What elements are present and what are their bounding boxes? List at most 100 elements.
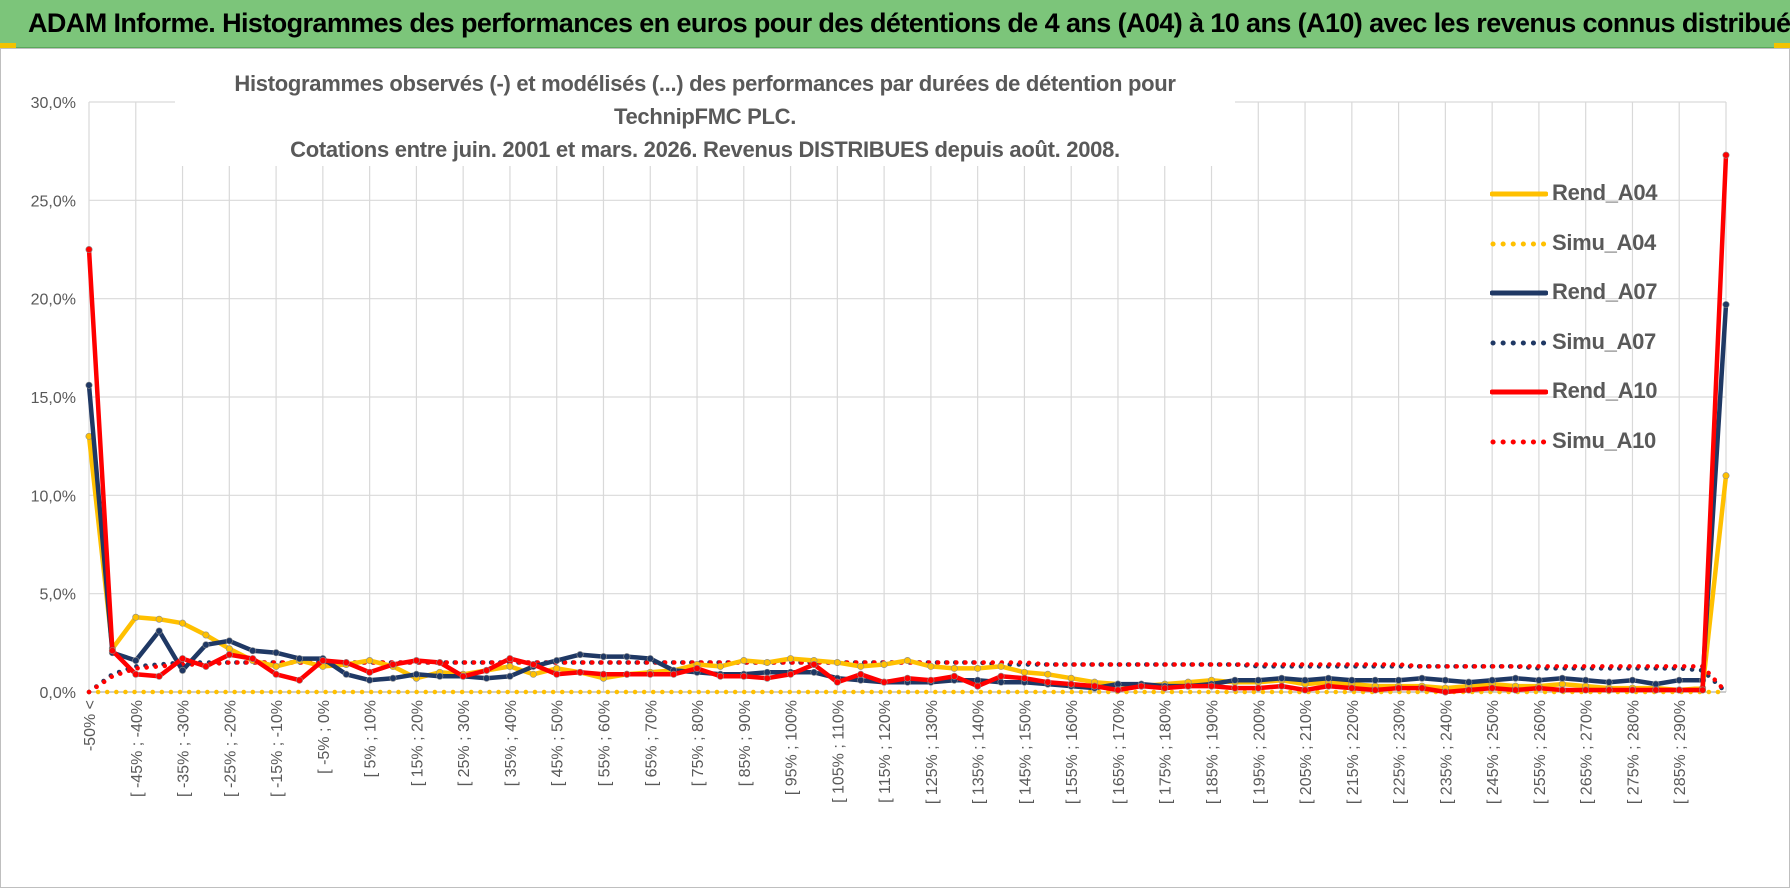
- data-point-rend-a10: [1067, 680, 1075, 688]
- data-point-rend-a10: [529, 660, 537, 668]
- data-point-rend-a07: [342, 670, 350, 678]
- data-point-rend-a10: [810, 660, 818, 668]
- data-point-rend-a04: [787, 655, 795, 663]
- data-point-rend-a10: [599, 670, 607, 678]
- data-point-rend-a10: [553, 670, 561, 678]
- y-tick-label: 5,0%: [40, 587, 76, 604]
- x-tick-label: [ 95% ; 100%: [784, 700, 801, 795]
- data-point-rend-a10: [1488, 684, 1496, 692]
- data-point-rend-a10: [1324, 682, 1332, 690]
- data-point-rend-a10: [1208, 682, 1216, 690]
- data-point-rend-a07: [1512, 674, 1520, 682]
- data-point-rend-a10: [249, 655, 257, 663]
- data-point-rend-a10: [436, 658, 444, 666]
- data-point-rend-a10: [974, 682, 982, 690]
- data-point-rend-a04: [202, 631, 210, 639]
- data-point-rend-a10: [763, 674, 771, 682]
- data-point-rend-a04: [974, 664, 982, 672]
- data-point-rend-a10: [108, 647, 116, 655]
- data-point-rend-a10: [272, 670, 280, 678]
- data-point-rend-a10: [1558, 686, 1566, 694]
- data-point-rend-a04: [179, 619, 187, 627]
- data-point-rend-a10: [506, 655, 514, 663]
- data-point-rend-a04: [997, 662, 1005, 670]
- legend-item-rend-a07[interactable]: Rend_A07: [1490, 277, 1680, 327]
- data-point-rend-a10: [1348, 684, 1356, 692]
- x-tick-label: [ -5% ; 0%: [316, 700, 333, 774]
- data-point-rend-a07: [483, 674, 491, 682]
- x-tick-label: [ 245% ; 250%: [1485, 700, 1502, 804]
- series-rend-a07: [85, 301, 1730, 692]
- data-point-rend-a07: [295, 655, 303, 663]
- x-tick-label: [ 65% ; 70%: [643, 700, 660, 786]
- data-point-rend-a10: [880, 678, 888, 686]
- data-point-rend-a04: [716, 662, 724, 670]
- legend-label-simu-a04: Simu_A04: [1552, 229, 1656, 255]
- x-tick-label: [ -35% ; -30%: [176, 700, 193, 797]
- data-point-rend-a07: [646, 655, 654, 663]
- x-tick-label: [ 125% ; 130%: [924, 700, 941, 804]
- data-point-rend-a07: [179, 666, 187, 674]
- data-point-rend-a10: [319, 657, 327, 665]
- legend-item-simu-a04[interactable]: Simu_A04: [1490, 228, 1680, 278]
- x-tick-label: [ 135% ; 140%: [971, 700, 988, 804]
- x-tick-label: [ 105% ; 110%: [830, 700, 847, 803]
- x-tick-label: [ 75% ; 80%: [690, 700, 707, 786]
- data-point-rend-a07: [1324, 674, 1332, 682]
- legend-item-rend-a04[interactable]: Rend_A04: [1490, 178, 1680, 228]
- x-tick-label: [ -45% ; -40%: [129, 700, 146, 797]
- legend-item-simu-a10[interactable]: Simu_A10: [1490, 426, 1680, 476]
- data-point-rend-a10: [950, 672, 958, 680]
- x-tick-label: [ 165% ; 170%: [1111, 700, 1128, 804]
- x-tick-label: [ 155% ; 160%: [1064, 700, 1081, 804]
- x-tick-label: [ 5% ; 10%: [363, 700, 380, 777]
- data-point-rend-a07: [155, 627, 163, 635]
- corner-accent-left: [0, 43, 16, 48]
- data-point-rend-a04: [225, 645, 233, 653]
- x-tick-label: -50% <: [82, 700, 99, 751]
- data-point-rend-a10: [459, 672, 467, 680]
- data-point-rend-a04: [740, 657, 748, 665]
- legend-item-simu-a07[interactable]: Simu_A07: [1490, 327, 1680, 377]
- data-point-rend-a10: [1184, 682, 1192, 690]
- data-point-rend-a10: [740, 672, 748, 680]
- data-point-rend-a10: [1441, 688, 1449, 696]
- data-point-rend-a10: [997, 672, 1005, 680]
- data-point-rend-a10: [1371, 686, 1379, 694]
- data-point-rend-a10: [646, 670, 654, 678]
- data-point-rend-a07: [1371, 676, 1379, 684]
- data-point-rend-a10: [1278, 682, 1286, 690]
- data-point-rend-a07: [1418, 674, 1426, 682]
- data-point-rend-a04: [857, 662, 865, 670]
- legend-item-rend-a10[interactable]: Rend_A10: [1490, 376, 1680, 426]
- data-point-rend-a07: [553, 657, 561, 665]
- data-point-rend-a07: [1301, 676, 1309, 684]
- data-point-rend-a10: [1675, 686, 1683, 694]
- data-point-rend-a10: [1465, 686, 1473, 694]
- data-point-rend-a07: [1348, 676, 1356, 684]
- data-point-rend-a10: [1582, 686, 1590, 694]
- data-point-rend-a07: [1441, 676, 1449, 684]
- data-point-rend-a07: [974, 676, 982, 684]
- data-point-rend-a04: [763, 658, 771, 666]
- y-axis: 0,0% 5,0% 10,0% 15,0% 20,0% 25,0% 30,0%: [31, 95, 76, 702]
- data-point-rend-a07: [1558, 674, 1566, 682]
- y-tick-label: 15,0%: [31, 390, 76, 407]
- data-point-rend-a07: [1254, 676, 1262, 684]
- data-point-rend-a10: [1091, 682, 1099, 690]
- data-point-rend-a07: [1605, 678, 1613, 686]
- data-point-rend-a07: [1535, 676, 1543, 684]
- data-point-rend-a04: [132, 613, 140, 621]
- data-point-rend-a04: [272, 662, 280, 670]
- data-point-rend-a04: [1067, 674, 1075, 682]
- legend-label-rend-a04: Rend_A04: [1552, 180, 1658, 205]
- x-tick-label: [ 35% ; 40%: [503, 700, 520, 786]
- chart-title-line-1: Histogrammes observés (-) et modélisés (…: [234, 71, 1176, 129]
- data-point-rend-a10: [1137, 682, 1145, 690]
- series-line-rend-a10: [86, 152, 1729, 695]
- data-point-rend-a07: [1114, 680, 1122, 688]
- data-point-rend-a07: [810, 668, 818, 676]
- legend-label-simu-a10: Simu_A10: [1552, 427, 1656, 453]
- report-title: ADAM Informe. Histogrammes des performan…: [28, 8, 1790, 38]
- data-point-rend-a10: [1652, 686, 1660, 694]
